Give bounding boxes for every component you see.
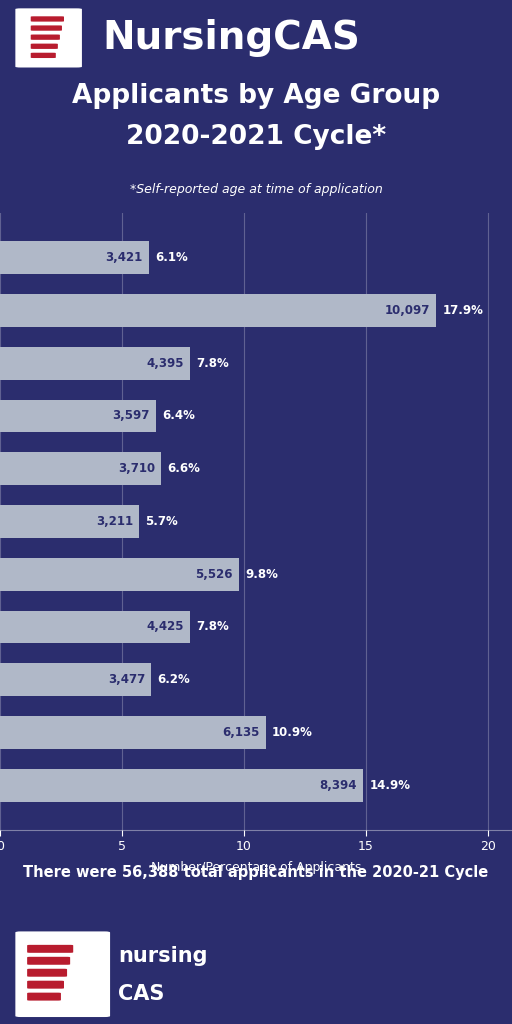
Text: 2020-2021 Cycle*: 2020-2021 Cycle* — [126, 124, 386, 150]
Bar — [0, 242, 148, 274]
Bar — [0, 769, 364, 802]
Text: Applicants by Age Group: Applicants by Age Group — [72, 83, 440, 109]
Text: 6.2%: 6.2% — [157, 673, 190, 686]
FancyBboxPatch shape — [31, 26, 62, 31]
Bar — [0, 664, 151, 696]
Bar — [0, 453, 161, 485]
Bar — [0, 610, 190, 643]
Text: 3,421: 3,421 — [105, 251, 143, 264]
Text: 17.9%: 17.9% — [442, 304, 483, 317]
Text: 10,097: 10,097 — [385, 304, 430, 317]
Text: 14.9%: 14.9% — [369, 779, 411, 792]
Text: 6,135: 6,135 — [222, 726, 260, 739]
Text: NursingCAS: NursingCAS — [102, 18, 360, 57]
Text: 6.1%: 6.1% — [155, 251, 187, 264]
Text: 3,211: 3,211 — [96, 515, 133, 528]
FancyBboxPatch shape — [31, 44, 58, 49]
Text: 4,395: 4,395 — [146, 356, 184, 370]
FancyBboxPatch shape — [31, 35, 60, 40]
Text: CAS: CAS — [118, 984, 164, 1005]
Text: 4,425: 4,425 — [146, 621, 184, 634]
Bar — [0, 347, 190, 380]
Bar — [0, 505, 139, 538]
FancyBboxPatch shape — [15, 8, 82, 68]
FancyBboxPatch shape — [27, 981, 64, 988]
FancyBboxPatch shape — [27, 945, 73, 952]
Bar — [0, 399, 156, 432]
Text: 9.8%: 9.8% — [245, 567, 278, 581]
Text: *Self-reported age at time of application: *Self-reported age at time of applicatio… — [130, 183, 382, 196]
Text: 5.7%: 5.7% — [145, 515, 178, 528]
Text: 7.8%: 7.8% — [196, 356, 229, 370]
X-axis label: Number/Percentage of Applicants: Number/Percentage of Applicants — [151, 861, 361, 874]
FancyBboxPatch shape — [31, 16, 64, 22]
Text: 7.8%: 7.8% — [196, 621, 229, 634]
FancyBboxPatch shape — [15, 932, 110, 1017]
FancyBboxPatch shape — [27, 956, 70, 965]
Text: 5,526: 5,526 — [196, 567, 233, 581]
Bar — [0, 716, 266, 749]
Text: There were 56,388 total applicants in the 2020-21 Cycle: There were 56,388 total applicants in th… — [24, 865, 488, 880]
Text: 3,710: 3,710 — [118, 462, 155, 475]
FancyBboxPatch shape — [27, 969, 67, 977]
Bar — [0, 294, 436, 327]
Text: 3,597: 3,597 — [113, 410, 150, 423]
FancyBboxPatch shape — [27, 992, 61, 1000]
FancyBboxPatch shape — [31, 52, 56, 58]
Text: 6.4%: 6.4% — [162, 410, 195, 423]
Text: 10.9%: 10.9% — [272, 726, 313, 739]
Text: 6.6%: 6.6% — [167, 462, 200, 475]
Bar — [0, 558, 239, 591]
Text: 3,477: 3,477 — [108, 673, 145, 686]
Text: 8,394: 8,394 — [319, 779, 357, 792]
Text: nursing: nursing — [118, 946, 207, 967]
